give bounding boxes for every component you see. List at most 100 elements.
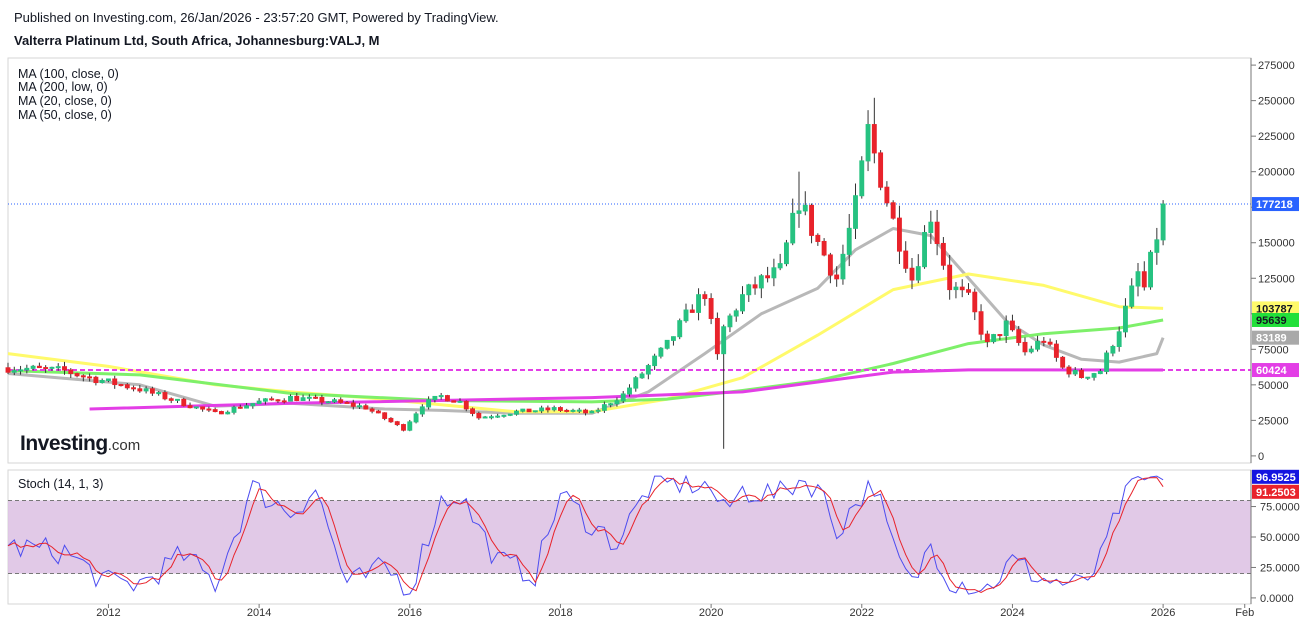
price-y-tick-label: 275000: [1258, 60, 1295, 72]
x-tick-label: 2024: [1000, 607, 1024, 619]
candle-down: [218, 411, 224, 415]
candle-up: [670, 336, 676, 341]
candle-up: [777, 263, 783, 269]
x-tick-label: 2026: [1151, 607, 1175, 619]
candle-up: [758, 275, 764, 289]
candle-up: [639, 373, 645, 379]
candle-down: [168, 398, 174, 401]
candle-up: [256, 400, 262, 405]
stoch-d-tag: 91.2503: [1256, 487, 1296, 499]
candle-up: [288, 395, 293, 402]
candle-up: [733, 310, 739, 317]
candle-down: [5, 367, 11, 373]
x-tick-label: 2016: [398, 607, 422, 619]
ma50-tag-bg: [1252, 301, 1299, 316]
candle-up: [677, 320, 683, 338]
candle-up: [740, 294, 745, 312]
candle-up: [658, 347, 664, 357]
legend-ma-100[interactable]: MA (100, close, 0): [18, 67, 119, 81]
candle-up: [645, 365, 651, 375]
candle-down: [93, 376, 99, 384]
candle-up: [11, 370, 17, 373]
publish-line: Published on Investing.com, 26/Jan/2026 …: [14, 10, 499, 25]
candle-down: [313, 396, 319, 399]
candle-up: [231, 406, 237, 413]
candle-up: [250, 403, 256, 407]
candle-down: [1022, 341, 1028, 353]
candle-down: [1066, 366, 1072, 375]
candle-down: [149, 388, 155, 394]
candle-up: [627, 387, 632, 395]
candle-up: [331, 399, 337, 403]
candle-down: [338, 399, 344, 403]
price-y-tick-label: 250000: [1258, 96, 1295, 108]
candle-down: [187, 405, 193, 409]
candle-up: [438, 395, 444, 398]
candle-up: [193, 406, 199, 409]
candle-up: [156, 392, 162, 395]
candle-down: [959, 286, 965, 291]
candle-down: [557, 407, 563, 411]
stoch-lines-layer: [7, 474, 1164, 596]
candle-down: [319, 397, 325, 403]
candle-down: [68, 369, 74, 375]
candle-down: [444, 395, 450, 402]
ma100-tag-bg: [1252, 312, 1299, 327]
candle-up: [18, 369, 24, 372]
legend-ma-20[interactable]: MA (20, close, 0): [18, 94, 112, 108]
candle-down: [87, 376, 93, 379]
candle-down: [878, 152, 884, 188]
ma50-tag: 103787: [1256, 303, 1293, 315]
candle-down: [294, 395, 300, 401]
candles-layer: [5, 97, 1166, 449]
price-y-tick-label: 150000: [1258, 238, 1295, 250]
candle-down: [871, 124, 877, 154]
candle-down: [884, 186, 890, 204]
candle-up: [262, 398, 268, 402]
legend-ma-200[interactable]: MA (200, low, 0): [18, 80, 108, 94]
price-y-tick-label: 225000: [1258, 131, 1295, 143]
candle-up: [413, 413, 419, 423]
candle-down: [765, 275, 771, 279]
candle-up: [1104, 352, 1110, 372]
candle-up: [514, 410, 519, 415]
candle-down: [124, 384, 130, 389]
stoch-legend[interactable]: Stoch (14, 1, 3): [18, 477, 104, 491]
moving-average-layer: [7, 203, 1251, 415]
ma-line-ma50: [7, 272, 1164, 414]
candle-up: [1028, 348, 1034, 353]
candle-down: [1041, 340, 1047, 343]
candle-down: [470, 408, 476, 414]
ma-line-ma20: [7, 227, 1165, 415]
candle-down: [401, 424, 406, 431]
x-tick-label: 2020: [699, 607, 723, 619]
candle-down: [1141, 271, 1147, 288]
candle-up: [865, 124, 871, 162]
candle-down: [708, 298, 714, 319]
candle-down: [363, 405, 369, 410]
candle-down: [206, 408, 212, 411]
price-y-tick-label: 0: [1258, 451, 1264, 463]
candle-up: [953, 286, 959, 291]
x-tick-label: Feb: [1235, 607, 1254, 619]
candle-down: [909, 267, 915, 281]
candle-down: [350, 402, 356, 407]
candle-up: [721, 326, 727, 355]
candle-down: [269, 398, 275, 401]
candle-down: [896, 217, 902, 252]
candle-up: [664, 339, 670, 349]
candle-down: [112, 378, 118, 386]
candle-up: [1148, 251, 1154, 288]
candle-up: [620, 393, 626, 402]
candle-down: [181, 398, 187, 407]
candle-up: [922, 231, 928, 268]
candle-up: [570, 409, 576, 412]
candle-up: [1035, 340, 1041, 350]
candle-up: [727, 315, 733, 328]
candle-up: [1003, 320, 1009, 337]
candle-down: [463, 400, 469, 410]
last-price-tag: 177218: [1256, 199, 1293, 211]
candle-up: [482, 416, 488, 419]
legend-ma-50[interactable]: MA (50, close, 0): [18, 108, 112, 122]
candle-up: [595, 409, 601, 412]
